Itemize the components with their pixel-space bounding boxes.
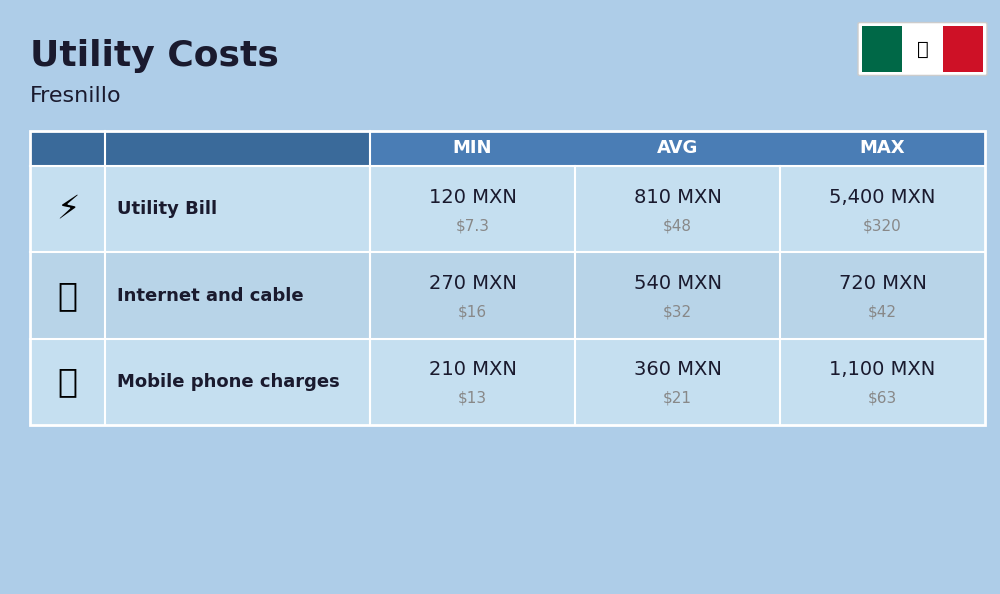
Text: $7.3: $7.3 xyxy=(455,219,489,233)
Text: Mobile phone charges: Mobile phone charges xyxy=(117,372,340,391)
Text: $21: $21 xyxy=(663,391,692,406)
Text: ⚡: ⚡ xyxy=(56,193,79,226)
Text: Utility Costs: Utility Costs xyxy=(30,39,279,72)
Text: 810 MXN: 810 MXN xyxy=(634,188,721,207)
Text: $63: $63 xyxy=(868,391,897,406)
FancyBboxPatch shape xyxy=(30,131,370,166)
Text: 📱: 📱 xyxy=(58,365,78,398)
Bar xyxy=(862,26,902,72)
FancyBboxPatch shape xyxy=(30,339,985,425)
FancyBboxPatch shape xyxy=(858,23,987,75)
Bar xyxy=(902,26,943,72)
Text: 720 MXN: 720 MXN xyxy=(839,274,926,293)
Text: $320: $320 xyxy=(863,219,902,233)
Text: 540 MXN: 540 MXN xyxy=(634,274,722,293)
Text: Internet and cable: Internet and cable xyxy=(117,286,304,305)
Bar xyxy=(943,26,983,72)
Text: $13: $13 xyxy=(458,391,487,406)
Text: AVG: AVG xyxy=(657,140,698,157)
Text: $48: $48 xyxy=(663,219,692,233)
Text: 120 MXN: 120 MXN xyxy=(429,188,516,207)
FancyBboxPatch shape xyxy=(30,166,985,252)
Text: Fresnillo: Fresnillo xyxy=(30,86,122,106)
Text: 5,400 MXN: 5,400 MXN xyxy=(829,188,936,207)
Text: $42: $42 xyxy=(868,305,897,320)
FancyBboxPatch shape xyxy=(30,252,985,339)
Text: 210 MXN: 210 MXN xyxy=(429,361,516,379)
Text: $16: $16 xyxy=(458,305,487,320)
Text: Utility Bill: Utility Bill xyxy=(117,200,217,219)
Text: 1,100 MXN: 1,100 MXN xyxy=(829,361,936,379)
Text: $32: $32 xyxy=(663,305,692,320)
Text: 360 MXN: 360 MXN xyxy=(634,361,721,379)
Text: 📶: 📶 xyxy=(58,279,78,312)
Text: MAX: MAX xyxy=(860,140,905,157)
Text: MIN: MIN xyxy=(453,140,492,157)
Text: 🦅: 🦅 xyxy=(917,40,928,58)
Text: 270 MXN: 270 MXN xyxy=(429,274,516,293)
FancyBboxPatch shape xyxy=(30,131,985,166)
